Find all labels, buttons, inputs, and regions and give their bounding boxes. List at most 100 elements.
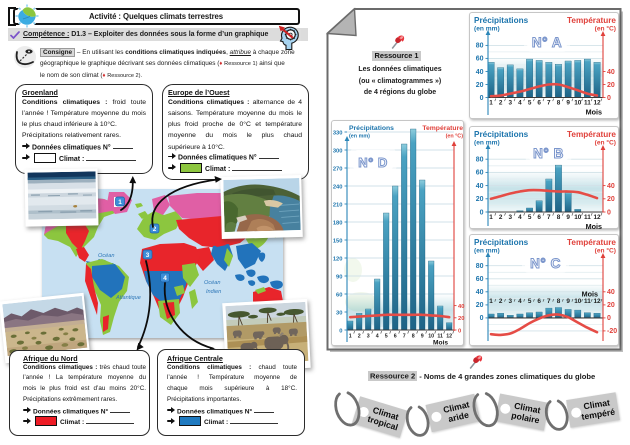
svg-text:0: 0 — [607, 95, 611, 102]
svg-text:40: 40 — [458, 304, 464, 310]
svg-text:Température: Température — [567, 16, 616, 25]
svg-text:7: 7 — [547, 214, 551, 221]
svg-text:(en °C): (en °C) — [595, 247, 616, 255]
svg-text:6: 6 — [537, 298, 541, 305]
svg-text:12: 12 — [446, 334, 452, 340]
svg-text:10: 10 — [428, 334, 434, 340]
svg-text:1: 1 — [489, 214, 493, 221]
svg-text:(en mm): (en mm) — [474, 140, 500, 147]
svg-text:210: 210 — [333, 202, 343, 208]
svg-text:6: 6 — [537, 214, 541, 221]
svg-text:4: 4 — [518, 100, 522, 107]
svg-text:240: 240 — [333, 184, 343, 190]
svg-text:120: 120 — [333, 256, 343, 262]
svg-text:Précipitations: Précipitations — [474, 130, 529, 139]
svg-text:Température: Température — [422, 125, 463, 132]
svg-text:11: 11 — [437, 334, 443, 340]
svg-text:20: 20 — [476, 196, 484, 203]
svg-text:0: 0 — [480, 315, 484, 322]
svg-text:5: 5 — [528, 100, 532, 107]
svg-text:3: 3 — [367, 334, 370, 340]
svg-text:2: 2 — [358, 334, 361, 340]
svg-text:3: 3 — [146, 252, 150, 259]
svg-text:8: 8 — [412, 334, 415, 340]
svg-text:Océan: Océan — [204, 280, 220, 286]
svg-text:9: 9 — [566, 100, 570, 107]
svg-text:20: 20 — [607, 196, 615, 203]
svg-text:(en mm): (en mm) — [474, 248, 500, 255]
svg-text:N° C: N° C — [530, 256, 561, 271]
svg-text:40: 40 — [607, 289, 615, 296]
svg-text:0: 0 — [480, 209, 484, 216]
svg-text:Température: Température — [567, 130, 616, 139]
svg-text:Océan: Océan — [98, 253, 114, 259]
svg-text:60: 60 — [476, 276, 484, 283]
svg-text:150: 150 — [333, 238, 343, 244]
svg-text:8: 8 — [557, 214, 561, 221]
svg-text:80: 80 — [476, 157, 484, 164]
svg-text:11: 11 — [584, 100, 591, 107]
svg-text:Mois: Mois — [433, 340, 448, 347]
svg-text:60: 60 — [336, 292, 342, 298]
svg-text:12: 12 — [593, 298, 601, 305]
svg-text:30: 30 — [336, 310, 342, 316]
svg-text:0: 0 — [607, 315, 611, 322]
svg-text:9: 9 — [421, 334, 424, 340]
svg-text:Précipitations: Précipitations — [349, 125, 394, 132]
svg-text:80: 80 — [476, 263, 484, 270]
svg-text:0: 0 — [339, 328, 342, 334]
svg-text:10: 10 — [574, 214, 582, 221]
svg-text:7: 7 — [403, 334, 406, 340]
svg-text:60: 60 — [476, 56, 484, 63]
svg-text:12: 12 — [593, 100, 601, 107]
svg-text:8: 8 — [557, 298, 561, 305]
svg-text:4: 4 — [163, 275, 167, 282]
svg-text:Précipitations: Précipitations — [474, 16, 529, 25]
svg-text:20: 20 — [607, 82, 615, 89]
svg-text:20: 20 — [607, 302, 615, 309]
svg-text:1: 1 — [489, 298, 493, 305]
svg-text:20: 20 — [476, 302, 484, 309]
svg-text:300: 300 — [333, 148, 343, 154]
svg-text:Précipitations: Précipitations — [474, 238, 529, 247]
svg-text:180: 180 — [333, 220, 343, 226]
svg-text:40: 40 — [476, 183, 484, 190]
svg-text:6: 6 — [537, 100, 541, 107]
svg-text:0: 0 — [480, 95, 484, 102]
svg-text:5: 5 — [528, 214, 532, 221]
svg-text:2: 2 — [153, 226, 157, 233]
svg-text:Température: Température — [567, 238, 616, 247]
svg-text:Indien: Indien — [206, 289, 221, 295]
svg-text:(en °C): (en °C) — [446, 134, 464, 140]
svg-text:(en °C): (en °C) — [595, 139, 616, 147]
svg-text:80: 80 — [476, 43, 484, 50]
svg-text:Mois: Mois — [586, 222, 602, 230]
svg-text:1: 1 — [489, 100, 493, 107]
svg-text:N° B: N° B — [533, 146, 564, 161]
svg-text:4: 4 — [518, 298, 522, 305]
svg-text:N° A: N° A — [532, 35, 562, 50]
svg-text:(en mm): (en mm) — [349, 134, 370, 140]
svg-text:40: 40 — [607, 183, 615, 190]
svg-text:0: 0 — [458, 328, 461, 334]
svg-text:6: 6 — [394, 334, 397, 340]
svg-text:330: 330 — [333, 130, 343, 136]
svg-text:2: 2 — [499, 100, 503, 107]
svg-text:Atlantique: Atlantique — [115, 295, 141, 301]
svg-text:4: 4 — [376, 334, 379, 340]
svg-text:4: 4 — [518, 214, 522, 221]
svg-text:-20: -20 — [607, 328, 617, 335]
svg-text:5: 5 — [528, 298, 532, 305]
svg-text:9: 9 — [566, 214, 570, 221]
svg-text:1: 1 — [349, 334, 352, 340]
svg-text:Mois: Mois — [582, 290, 598, 299]
svg-text:40: 40 — [607, 69, 615, 76]
svg-text:3: 3 — [509, 214, 513, 221]
svg-text:10: 10 — [574, 298, 582, 305]
svg-text:90: 90 — [336, 274, 342, 280]
svg-text:5: 5 — [385, 334, 388, 340]
svg-text:0: 0 — [607, 209, 611, 216]
svg-text:9: 9 — [566, 298, 570, 305]
svg-text:7: 7 — [547, 100, 551, 107]
svg-text:20: 20 — [476, 82, 484, 89]
